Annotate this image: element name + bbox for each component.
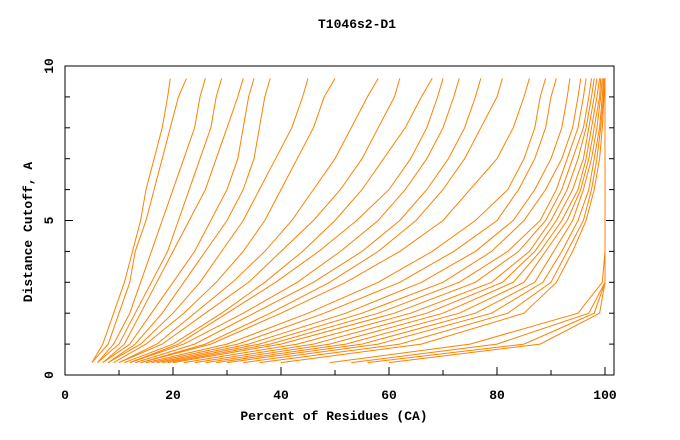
series-line-19 <box>151 78 557 364</box>
series-line-11 <box>118 78 401 364</box>
series-line-6 <box>102 78 255 364</box>
y-axis-label: Distance Cutoff, A <box>21 162 36 303</box>
series-line-18 <box>145 78 547 364</box>
x-tick-label: 100 <box>593 388 617 403</box>
x-tick-labels: 0 20 40 60 80 100 <box>61 388 617 403</box>
x-tick-label: 20 <box>165 388 181 403</box>
y-tick-label: 0 <box>42 371 57 379</box>
axis-ticks <box>64 96 614 375</box>
series-line-16 <box>140 78 503 364</box>
x-tick-label: 60 <box>381 388 397 403</box>
y-tick-label: 10 <box>42 58 57 74</box>
series-line-12 <box>124 78 433 364</box>
y-tick-label: 5 <box>42 216 57 224</box>
series-line-13 <box>129 78 444 364</box>
series-line-7 <box>107 78 271 364</box>
series-line-3 <box>97 78 206 363</box>
x-tick-label: 0 <box>61 388 69 403</box>
series-line-27 <box>216 78 602 364</box>
x-tick-label: 80 <box>489 388 505 403</box>
series-line-5 <box>102 78 244 363</box>
x-tick-label: 40 <box>273 388 289 403</box>
series-line-4 <box>97 78 223 363</box>
series-line-1 <box>91 78 171 363</box>
series-line-21 <box>162 78 582 364</box>
series-line-24 <box>183 78 595 364</box>
series-line-15 <box>135 78 482 364</box>
series-line-20 <box>156 78 571 364</box>
series-line-9 <box>113 78 336 364</box>
series-line-26 <box>205 78 601 364</box>
series-line-8 <box>107 78 309 364</box>
series-line-10 <box>118 78 379 364</box>
series-line-23 <box>172 78 592 364</box>
x-axis-label: Percent of Residues (CA) <box>240 409 427 424</box>
series-line-29 <box>243 78 604 364</box>
series-line-2 <box>91 78 187 363</box>
y-tick-labels: 0 5 10 <box>42 58 57 379</box>
chart-title: T1046s2-D1 <box>318 17 396 32</box>
series-line-25 <box>194 78 598 364</box>
series-line-17 <box>140 78 530 364</box>
series-line-28 <box>226 78 603 364</box>
series-line-31 <box>280 78 606 364</box>
series-line-35 <box>388 78 606 364</box>
series-lines <box>91 78 606 364</box>
series-line-22 <box>167 78 587 364</box>
series-line-30 <box>259 78 605 364</box>
series-line-14 <box>129 78 460 364</box>
